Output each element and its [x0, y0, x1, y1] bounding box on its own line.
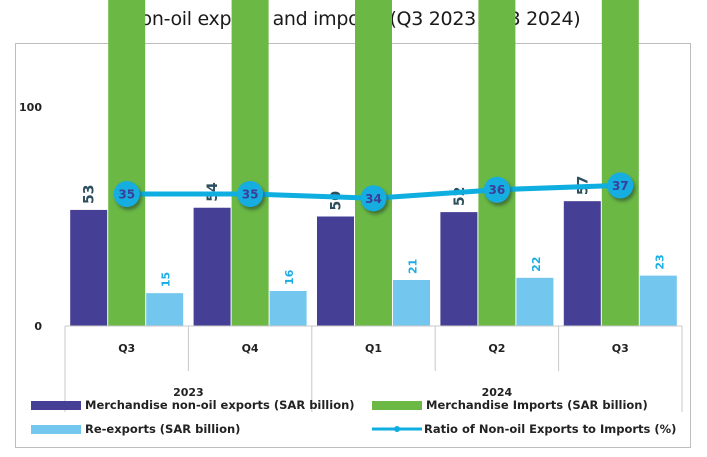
bar-non-oil-exports [563, 201, 601, 326]
x-group-label: 2023 [173, 386, 204, 399]
y-axis: 0100200 [19, 101, 42, 333]
x-tick-label: Q4 [242, 342, 259, 355]
chart-frame [15, 43, 691, 448]
bar-value-label: 22 [530, 257, 543, 272]
ratio-point [483, 176, 510, 203]
bar-value-label: 21 [407, 259, 420, 274]
bar-value-label: 15 [160, 272, 173, 287]
legend-marker [394, 426, 400, 432]
bar-non-oil-exports [193, 207, 231, 326]
x-tick-label: Q1 [365, 342, 382, 355]
ratio-line: 35 35 34 36 37 [113, 172, 634, 212]
legend-label: Re-exports (SAR billion) [85, 422, 240, 436]
bar-non-oil-exports [317, 216, 354, 326]
x-group-label: 2024 [482, 386, 513, 399]
x-tick-label: Q2 [488, 342, 505, 355]
bar-re-exports [393, 280, 430, 326]
legend-label: Ratio of Non-oil Exports to Imports (%) [424, 422, 676, 436]
bars [70, 0, 677, 327]
bar-non-oil-exports [70, 209, 108, 326]
ratio-point [237, 181, 264, 207]
ratio-point [113, 181, 140, 207]
ratio-value-label: 37 [612, 179, 629, 193]
legend: Merchandise non-oil exports (SAR billion… [31, 398, 676, 436]
bar-value-label: 23 [653, 254, 666, 269]
bar-imports [108, 0, 146, 326]
bar-imports [355, 0, 392, 327]
legend-label: Merchandise non-oil exports (SAR billion… [85, 398, 355, 412]
legend-swatch [31, 425, 81, 434]
bar-re-exports [269, 290, 307, 326]
bar-re-exports [639, 275, 677, 326]
bar-imports [478, 0, 516, 327]
bar-non-oil-exports [440, 212, 478, 326]
bar-re-exports [146, 293, 184, 326]
x-axis: Q3 Q4 Q1 Q2 Q3 2023 2024 [64, 325, 683, 412]
y-tick-label: 0 [34, 320, 42, 333]
bar-imports [601, 0, 639, 326]
bar-re-exports [516, 277, 554, 326]
x-tick-label: Q3 [612, 342, 629, 355]
bar-value-label: 50 [329, 191, 345, 211]
legend-swatch [372, 401, 422, 410]
y-tick-label: 100 [19, 101, 42, 114]
legend-swatch [31, 401, 81, 410]
x-tick-label: Q3 [118, 342, 135, 355]
ratio-value-label: 36 [489, 183, 506, 197]
bar-value-label: 16 [283, 269, 296, 285]
ratio-point [607, 172, 634, 199]
ratio-point [360, 185, 387, 212]
ratio-value-label: 35 [242, 188, 259, 202]
bar-imports [231, 0, 269, 327]
bar-value-label: 53 [82, 184, 98, 203]
legend-label: Merchandise Imports (SAR billion) [426, 398, 648, 412]
ratio-value-label: 34 [365, 192, 382, 206]
ratio-value-label: 35 [118, 188, 135, 202]
